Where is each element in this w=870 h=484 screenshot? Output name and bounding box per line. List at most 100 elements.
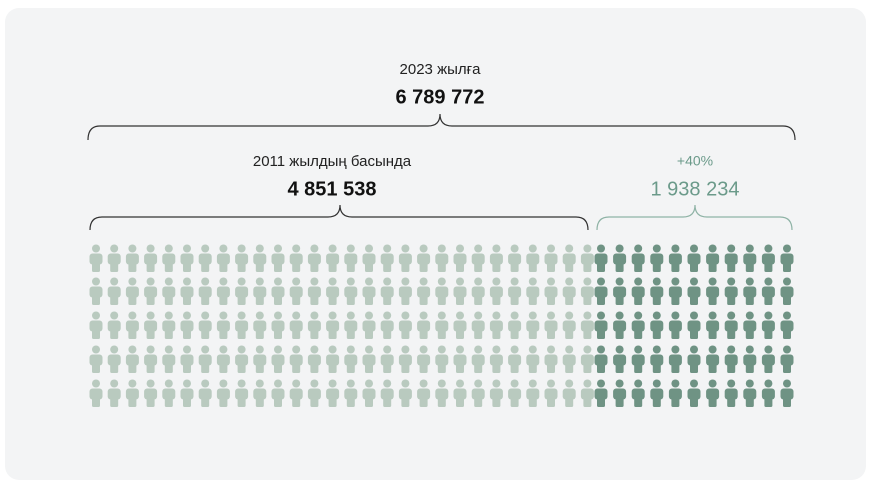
legs (146, 261, 155, 272)
legs (110, 396, 119, 407)
head (727, 311, 736, 320)
person-icon (307, 311, 321, 339)
head (528, 277, 537, 286)
legs (671, 328, 680, 339)
legs (146, 328, 155, 339)
legs (764, 261, 773, 272)
head (383, 345, 392, 354)
legs (615, 328, 624, 339)
legs (219, 362, 228, 373)
person-icon (198, 345, 212, 373)
person-icon (526, 379, 540, 407)
head (128, 345, 137, 354)
head (690, 379, 698, 388)
head (92, 311, 100, 320)
head (255, 379, 264, 388)
person-icon (508, 277, 522, 305)
person-icon (580, 311, 594, 339)
person-icon (235, 379, 249, 407)
legs (547, 362, 555, 373)
legs (383, 294, 392, 305)
head (708, 345, 717, 354)
legs (92, 396, 100, 407)
head (110, 311, 119, 320)
people-grid (89, 244, 794, 407)
head (328, 345, 337, 354)
legs (492, 396, 501, 407)
legs (183, 328, 191, 339)
legs (274, 362, 282, 373)
person-icon (780, 277, 794, 305)
head (671, 311, 680, 320)
legs (456, 328, 464, 339)
legs (419, 261, 428, 272)
legs (255, 396, 264, 407)
person-icon (562, 345, 576, 373)
person-icon (631, 244, 645, 272)
legs (328, 362, 337, 373)
person-icon (271, 277, 285, 305)
person-icon (724, 311, 738, 339)
head (401, 379, 410, 388)
person-icon (435, 277, 449, 305)
legs (474, 362, 483, 373)
head (652, 345, 661, 354)
person-icon (253, 277, 267, 305)
head (365, 345, 373, 354)
head (365, 379, 373, 388)
person-icon (562, 379, 576, 407)
head (146, 345, 155, 354)
legs (328, 261, 337, 272)
legs (419, 294, 428, 305)
person-icon (362, 379, 376, 407)
person-icon (724, 277, 738, 305)
person-icon (453, 244, 467, 272)
head (597, 311, 605, 320)
person-icon (107, 379, 121, 407)
person-icon (544, 379, 558, 407)
legs (437, 294, 446, 305)
legs (237, 328, 246, 339)
head (219, 311, 228, 320)
head (615, 244, 624, 253)
legs (146, 362, 155, 373)
person-icon (289, 244, 303, 272)
head (346, 379, 355, 388)
legs (237, 294, 246, 305)
legs (583, 362, 592, 373)
legs (528, 328, 537, 339)
head (183, 277, 191, 286)
legs (615, 396, 624, 407)
head (419, 345, 428, 354)
head (492, 311, 501, 320)
head (492, 345, 501, 354)
legs (652, 396, 661, 407)
head (565, 244, 574, 253)
legs (634, 328, 643, 339)
legs (219, 396, 228, 407)
head (201, 379, 210, 388)
legs (690, 362, 698, 373)
head (565, 277, 574, 286)
head (727, 244, 736, 253)
person-icon (216, 311, 230, 339)
legs (456, 362, 464, 373)
legs (727, 362, 736, 373)
legs (310, 261, 319, 272)
legs (528, 362, 537, 373)
head (346, 311, 355, 320)
legs (615, 261, 624, 272)
head (419, 311, 428, 320)
legs (365, 261, 373, 272)
total-value: 6 789 772 (396, 86, 485, 108)
head (164, 277, 173, 286)
legs (671, 261, 680, 272)
person-icon (253, 311, 267, 339)
head (292, 277, 301, 286)
person-icon (650, 277, 664, 305)
legs (292, 396, 301, 407)
head (328, 244, 337, 253)
head (783, 345, 791, 354)
legs (510, 261, 519, 272)
